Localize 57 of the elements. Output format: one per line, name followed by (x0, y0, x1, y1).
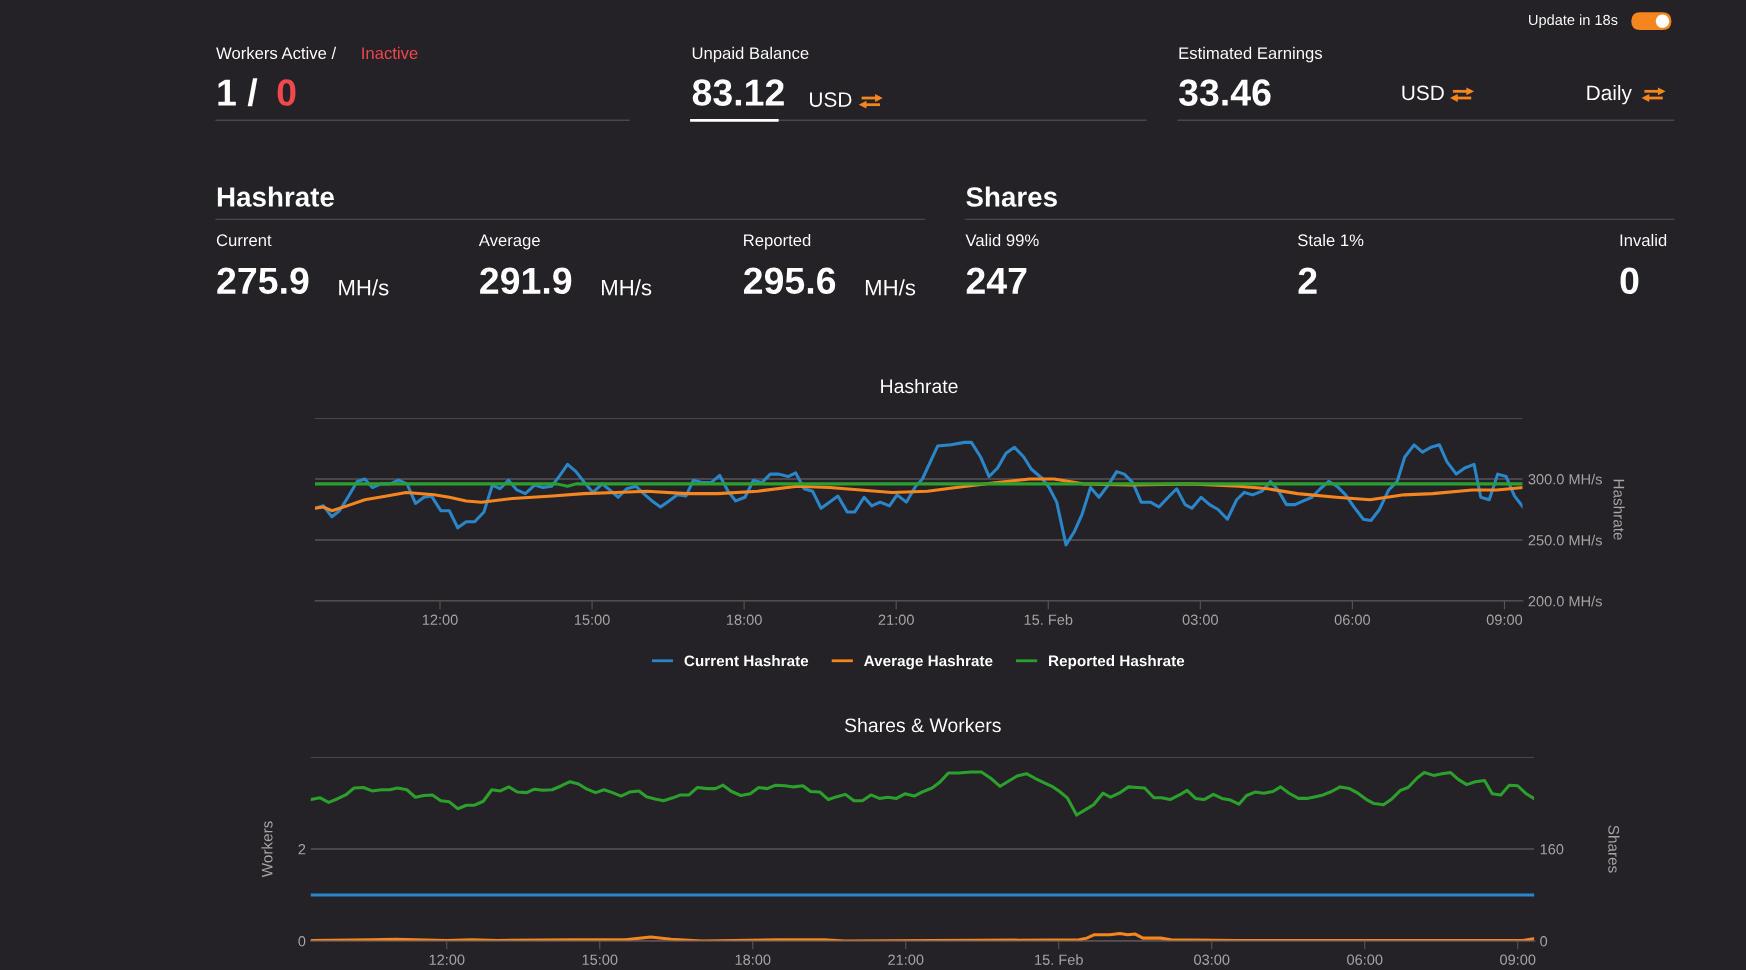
y-tick-label: 250.0 MH/s (1528, 534, 1602, 546)
text: Valid 99% (965, 233, 1039, 247)
text: Average (478, 234, 540, 250)
x-tick-label: 15:00 (574, 614, 610, 625)
chart-title: Shares & Workers (844, 717, 1001, 733)
y-tick-label: 200.0 MH/s (1528, 595, 1602, 607)
x-tick-label: 06:00 (1334, 614, 1371, 625)
text: MH/s (602, 279, 652, 296)
x-tick-label: 03:00 (1182, 614, 1218, 625)
x-tick-label: 15. Feb (1024, 614, 1073, 625)
y-tick-label: 300.0 MH/s (1528, 473, 1602, 485)
x-tick-label: 15:00 (582, 954, 618, 965)
text: Current (216, 234, 272, 247)
text: 291.9 (480, 267, 572, 295)
y2-tick-label: 0 (1540, 936, 1548, 947)
text: Shares (966, 186, 1057, 207)
text: 33.46 (1178, 79, 1271, 106)
x-tick-label: 12:00 (422, 614, 458, 625)
text: 83.12 (692, 79, 784, 106)
x-tick-label: 18:00 (727, 614, 762, 625)
text: 0 (1620, 267, 1639, 295)
text: Stale 1% (1298, 233, 1364, 247)
text: 247 (966, 267, 1027, 294)
y2-axis-title: Shares (1608, 825, 1620, 873)
x-tick-label: 18:00 (735, 954, 771, 965)
text: USD (810, 92, 852, 107)
y-axis-title: Workers (261, 821, 273, 878)
text: Estimated Earnings (1179, 46, 1323, 63)
x-tick-label: 21:00 (878, 614, 914, 625)
text: Update in 18s (1529, 14, 1618, 28)
text: USD (1402, 85, 1444, 101)
legend-label: Reported Hashrate (1049, 655, 1185, 670)
chart-title: Hashrate (881, 378, 958, 394)
x-tick-label: 09:00 (1486, 614, 1523, 625)
text: Inactive (362, 46, 418, 60)
legend-label: Current Hashrate (684, 655, 809, 667)
x-tick-label: 12:00 (429, 954, 465, 965)
x-tick-label: 15. Feb (1035, 954, 1083, 965)
x-tick-label: 21:00 (888, 954, 924, 965)
text: Unpaid Balance (692, 46, 809, 63)
x-tick-label: 03:00 (1194, 954, 1230, 965)
text: Hashrate (217, 186, 334, 207)
text: Invalid (1620, 233, 1667, 247)
text: 2 (1298, 267, 1317, 294)
text: Daily (1587, 84, 1632, 105)
x-tick-label: 06:00 (1347, 954, 1383, 965)
text: 275.9 (217, 267, 309, 295)
text: 1 / (218, 78, 258, 107)
text: MH/s (865, 279, 916, 296)
text: Workers Active / (216, 46, 337, 60)
legend-label: Average Hashrate (864, 655, 993, 670)
y-axis-title: Hashrate (1613, 479, 1625, 540)
x-tick-label: 09:00 (1500, 954, 1536, 965)
text: Reported (744, 233, 811, 250)
text: 295.6 (744, 267, 836, 295)
y2-tick-label: 160 (1540, 844, 1564, 855)
text: MH/s (339, 279, 389, 296)
